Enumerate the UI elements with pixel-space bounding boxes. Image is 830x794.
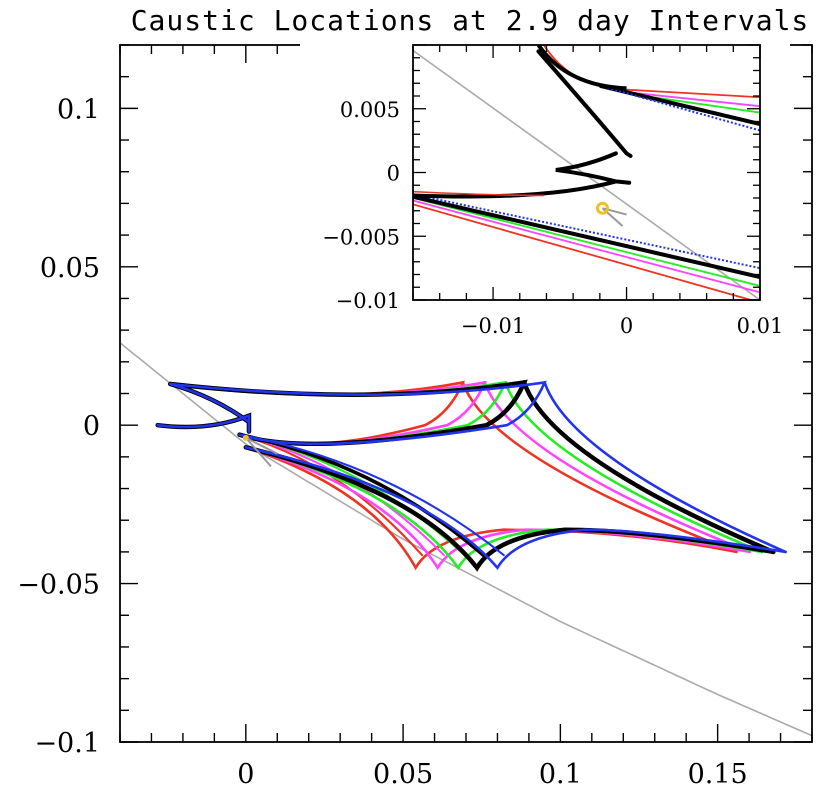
caustic-right-fold [543,381,787,554]
inset-epoch-3-lower [413,197,760,287]
x-tick-label: 0.1 [539,759,582,790]
caustic-right-fold [521,380,776,555]
inset-x-tick-label: 0.01 [737,314,784,338]
trajectory-line [120,342,812,737]
inset-y-tick-label: −0.01 [336,289,400,313]
inset-epoch-5-lower [413,193,760,270]
inset-x-tick-label: −0.01 [461,314,525,338]
caustic-right-fold [461,381,738,554]
inset-epoch-2-upper [626,91,760,108]
main-plot: 0 0.05 0.1 0.15 −0.1 −0.05 0 0.05 0.1 [17,44,813,790]
main-plot-area [120,342,812,737]
inset-y-tick-label: 0.005 [340,98,400,122]
caustic-left-tip [155,412,252,434]
inset-cusp [413,151,632,199]
inset-epoch-4-lower [413,194,760,279]
y-tick-label: 0.1 [57,94,100,125]
y-tick-label: 0 [83,411,100,442]
inset-source-marker [596,201,610,215]
caustic-upper-fold [169,380,547,446]
x-tick-label: 0 [237,759,254,790]
inset-red-fold [413,190,544,197]
y-tick-label: 0.05 [40,253,100,284]
caustic-inner-fold [238,433,505,557]
inset-y-tick-label: 0 [387,162,400,186]
y-tick-label: −0.1 [34,728,100,759]
inset-epoch-2-lower [413,199,760,294]
source-marker [242,434,249,441]
caustic-epoch-5 [156,380,787,570]
caustic-lower-fold [244,446,787,570]
source-arrow [245,436,278,468]
chart-title: Caustic Locations at 2.9 day Intervals [131,4,810,37]
inset-epoch-1-upper [626,88,760,99]
inset-plot-area [413,45,760,300]
x-tick-label: 0.05 [373,759,433,790]
inset-x-tick-label: 0 [620,314,633,338]
caustic-right-fold [483,381,752,554]
x-tick-label: 0.15 [688,759,748,790]
caustic-right-fold [504,381,764,554]
inset-upper-black-arc [536,45,627,91]
inset-epoch-1-lower [413,203,755,300]
inset-plot: −0.01 0 0.01 −0.01 −0.005 0 0.005 [300,40,790,345]
y-tick-label: −0.05 [17,570,100,601]
inset-y-tick-label: −0.005 [322,225,400,249]
inset-epoch-4-upper [599,83,760,126]
inset-cusp-upper-fold [536,49,633,158]
caustic-left-tip [156,413,251,433]
